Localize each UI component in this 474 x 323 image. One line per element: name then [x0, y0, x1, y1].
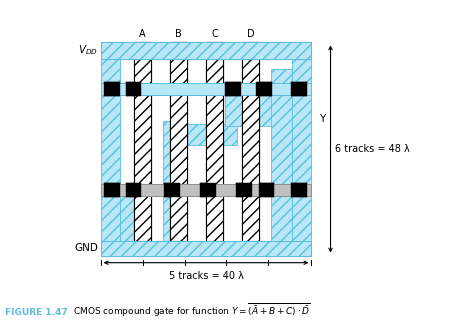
- Text: D: D: [246, 29, 254, 39]
- Bar: [225, 83, 292, 126]
- Text: B: B: [175, 29, 182, 39]
- Bar: [206, 43, 223, 241]
- Bar: [206, 43, 223, 241]
- Text: 6 tracks = 48 λ: 6 tracks = 48 λ: [335, 144, 410, 154]
- Bar: [200, 182, 216, 197]
- Text: $V_{DD}$: $V_{DD}$: [78, 43, 98, 57]
- Bar: [271, 69, 292, 241]
- Bar: [104, 82, 120, 96]
- Bar: [101, 241, 311, 255]
- Bar: [259, 182, 274, 197]
- Bar: [134, 43, 151, 241]
- Bar: [256, 82, 272, 96]
- Bar: [104, 182, 120, 197]
- Bar: [291, 82, 307, 96]
- Bar: [126, 82, 141, 96]
- Bar: [163, 124, 237, 145]
- Text: C: C: [211, 29, 218, 39]
- Bar: [200, 182, 216, 197]
- Bar: [291, 82, 307, 96]
- Text: FIGURE 1.47: FIGURE 1.47: [5, 308, 67, 317]
- Bar: [292, 59, 311, 241]
- Bar: [170, 43, 187, 241]
- Text: Y: Y: [319, 114, 325, 124]
- Bar: [126, 182, 141, 197]
- Text: 5 tracks = 40 λ: 5 tracks = 40 λ: [169, 271, 244, 281]
- Bar: [104, 182, 120, 197]
- Text: GND: GND: [74, 243, 98, 253]
- Text: A: A: [139, 29, 146, 39]
- Bar: [256, 82, 272, 96]
- Text: CMOS compound gate for function $Y = \overline{(\bar{A}+B+C)\cdot\bar{D}}$: CMOS compound gate for function $Y = \ov…: [73, 302, 311, 319]
- Bar: [291, 182, 307, 197]
- Bar: [225, 82, 241, 96]
- Bar: [170, 43, 187, 241]
- Bar: [163, 121, 184, 241]
- Bar: [101, 184, 311, 196]
- Bar: [101, 43, 311, 59]
- Bar: [101, 184, 311, 196]
- Bar: [242, 43, 259, 241]
- Bar: [164, 182, 180, 197]
- Bar: [101, 43, 311, 59]
- Bar: [134, 43, 151, 241]
- Bar: [236, 182, 252, 197]
- Bar: [104, 82, 120, 96]
- Bar: [126, 82, 141, 96]
- Bar: [101, 241, 311, 255]
- Bar: [236, 182, 252, 197]
- Bar: [101, 83, 311, 95]
- Bar: [126, 182, 141, 197]
- Bar: [242, 43, 259, 241]
- Bar: [291, 182, 307, 197]
- Bar: [120, 196, 151, 241]
- Bar: [101, 83, 311, 95]
- Bar: [164, 182, 180, 197]
- Bar: [101, 59, 120, 241]
- Bar: [259, 182, 274, 197]
- Bar: [225, 82, 241, 96]
- Bar: [120, 59, 292, 241]
